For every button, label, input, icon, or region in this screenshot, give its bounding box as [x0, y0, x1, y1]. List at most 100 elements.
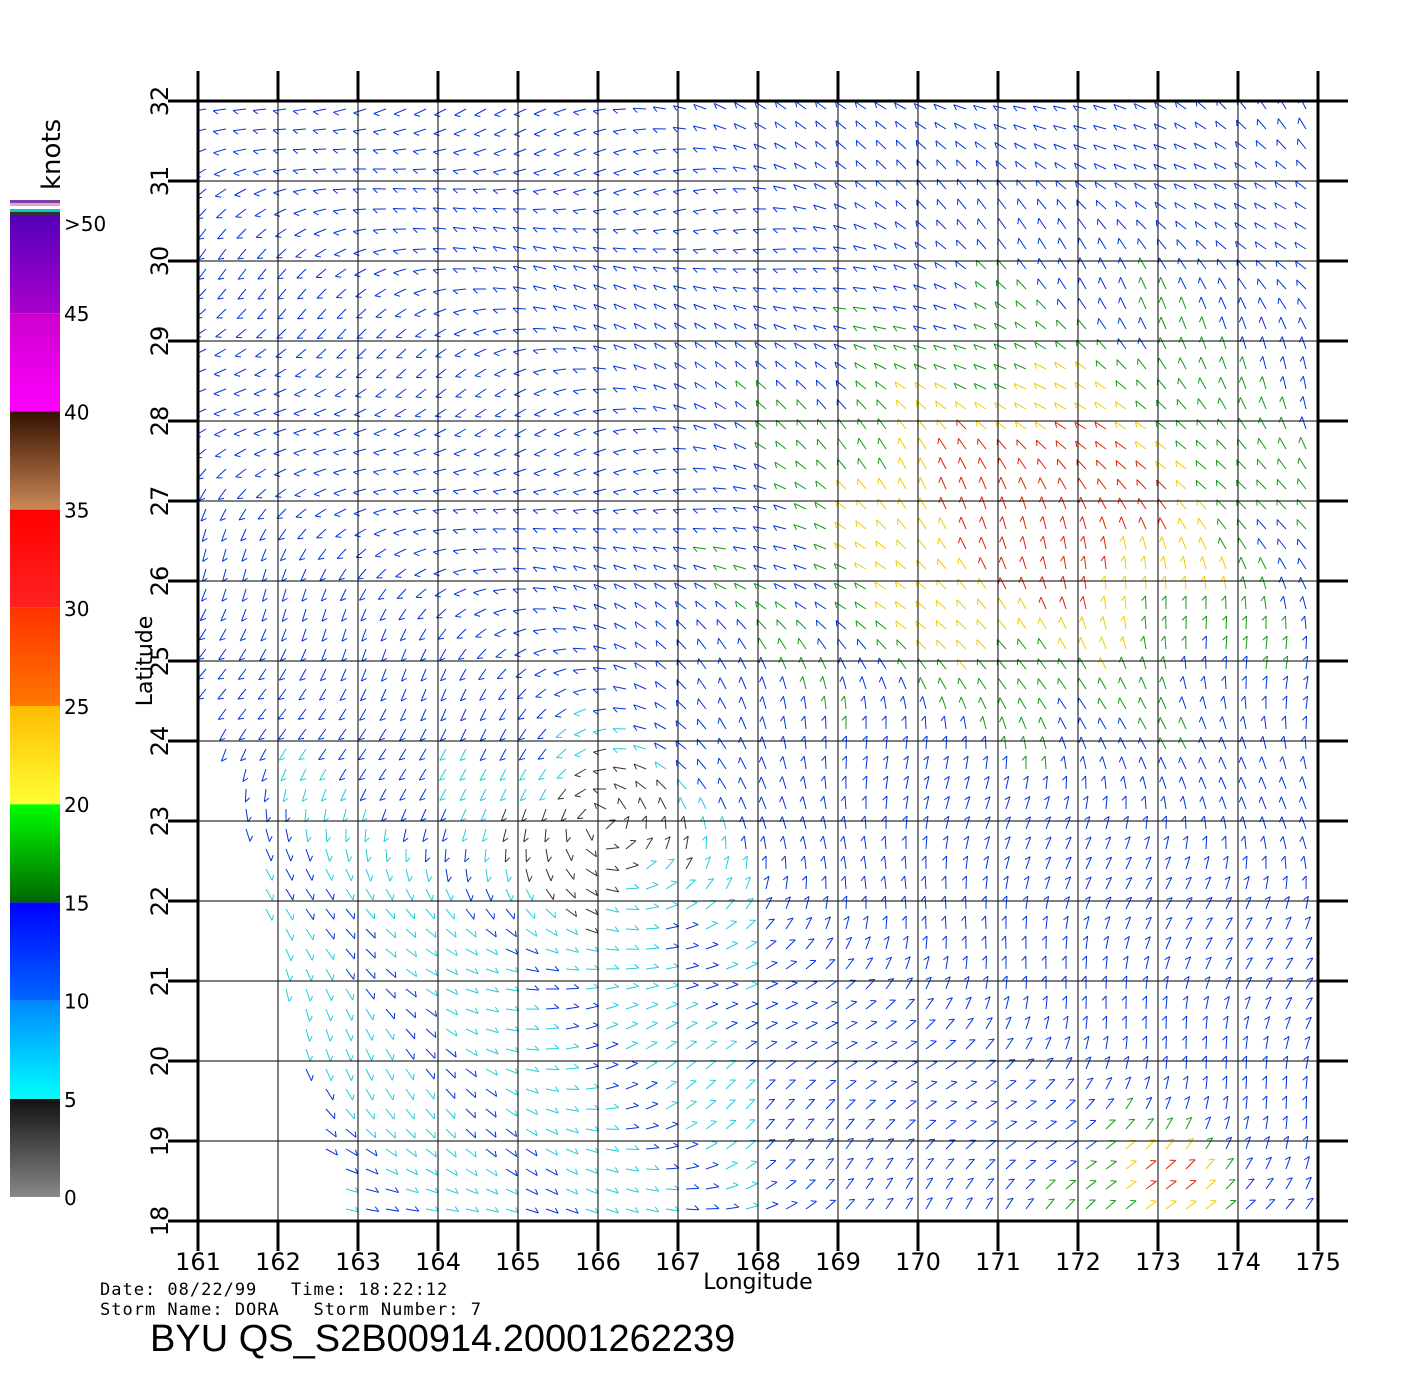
wind-barb [1216, 459, 1227, 470]
wind-barb [553, 305, 567, 310]
wind-barb-flag [1037, 697, 1040, 705]
wind-barb [221, 548, 227, 562]
wind-barb [313, 428, 327, 434]
wind-barb-flag [633, 883, 640, 889]
wind-barb [1135, 460, 1147, 470]
wind-barb [353, 468, 367, 473]
wind-barb [365, 868, 372, 882]
wind-barb-flag [253, 433, 260, 437]
wind-barb [854, 601, 867, 610]
wind-barb [885, 1157, 894, 1170]
wind-barb [985, 1038, 995, 1050]
wind-barb-flag [593, 584, 597, 590]
wind-barb [1225, 1200, 1237, 1210]
wind-barb [1065, 1078, 1075, 1090]
wind-barb-flag [734, 341, 738, 348]
wind-barb-flag [954, 401, 958, 408]
wind-barb-flag [775, 380, 778, 387]
wind-barb [338, 708, 347, 721]
wind-barb-flag [842, 895, 848, 901]
wind-barb-flag [759, 676, 763, 683]
wind-barb-flag [1165, 876, 1172, 880]
wind-barb-flag [893, 363, 897, 370]
wind-barb [1276, 519, 1287, 530]
wind-barb [512, 567, 527, 570]
wind-barb-flag [592, 345, 598, 352]
wind-barb-flag [800, 755, 805, 762]
wind-barb [793, 306, 807, 310]
wind-barb-flag [333, 913, 335, 920]
wind-barb [1182, 676, 1187, 690]
wind-barb [533, 285, 547, 290]
wind-barb-flag [651, 1040, 658, 1043]
wind-barb [633, 744, 647, 750]
wind-barb [341, 608, 347, 622]
wind-barb-flag [592, 645, 598, 652]
wind-barb-flag [903, 755, 909, 761]
wind-barb [673, 546, 687, 550]
wind-barb-flag [434, 950, 438, 957]
wind-barb [525, 1048, 539, 1051]
wind-barb-flag [1002, 975, 1008, 981]
wind-barb-flag [813, 583, 817, 590]
wind-barb-flag [874, 561, 878, 568]
wind-barb [945, 855, 948, 870]
wind-barb [803, 696, 807, 710]
wind-barb-flag [479, 778, 486, 781]
wind-barb-flag [1280, 855, 1286, 862]
wind-barb [782, 676, 787, 690]
wind-barb [753, 323, 767, 330]
wind-barb [965, 1178, 974, 1190]
wind-barb-flag [1013, 383, 1017, 390]
wind-barb [545, 888, 554, 900]
wind-barb-flag [672, 1001, 679, 1005]
wind-barb [319, 668, 327, 681]
wind-barb [965, 956, 968, 970]
wind-barb [925, 1101, 937, 1110]
wind-barb [222, 568, 227, 582]
wind-barb-flag [1305, 1016, 1312, 1020]
wind-barb [665, 985, 679, 990]
wind-barb-flag [494, 634, 501, 638]
wind-barb-flag [761, 855, 767, 861]
wind-barb-flag [1081, 995, 1087, 1001]
wind-barb-flag [494, 1090, 498, 1097]
wind-barb [1260, 796, 1267, 810]
wind-barb [335, 528, 347, 538]
wind-barb [782, 756, 787, 770]
wind-barb-flag [299, 677, 306, 681]
wind-barb-flag [632, 1081, 639, 1085]
wind-barb [754, 582, 767, 590]
wind-barb [318, 748, 327, 760]
wind-barb [698, 778, 707, 790]
wind-barb-flag [1178, 737, 1181, 744]
wind-barb-flag [261, 558, 267, 562]
wind-barb-flag [998, 556, 1002, 563]
wind-barb-flag [1190, 1200, 1197, 1202]
wind-barb [645, 837, 654, 850]
wind-barb-flag [434, 1150, 437, 1158]
wind-barb-flag [412, 1073, 415, 1080]
wind-barb [673, 488, 687, 491]
wind-barb [445, 908, 455, 920]
wind-barb-flag [712, 941, 719, 945]
wind-barb-flag [1184, 1096, 1190, 1101]
wind-barb [924, 875, 927, 890]
wind-barb-flag [460, 738, 467, 742]
wind-barb-flag [307, 836, 312, 843]
wind-barb-flag [350, 1055, 354, 1062]
wind-barb [976, 619, 987, 630]
wind-barb-flag [1045, 856, 1052, 860]
wind-barb-flag [1097, 697, 1100, 704]
wind-barb [573, 546, 587, 550]
wind-barb [1099, 677, 1107, 690]
wind-barb-flag [512, 610, 519, 615]
wind-barb [834, 562, 847, 570]
wind-barb [734, 322, 747, 330]
wind-barb-flag [633, 364, 638, 371]
wind-barb [1245, 876, 1250, 890]
wind-barb-flag [672, 469, 678, 474]
wind-barb [393, 448, 407, 454]
wind-barb [221, 528, 227, 542]
wind-barb-flag [771, 981, 778, 984]
